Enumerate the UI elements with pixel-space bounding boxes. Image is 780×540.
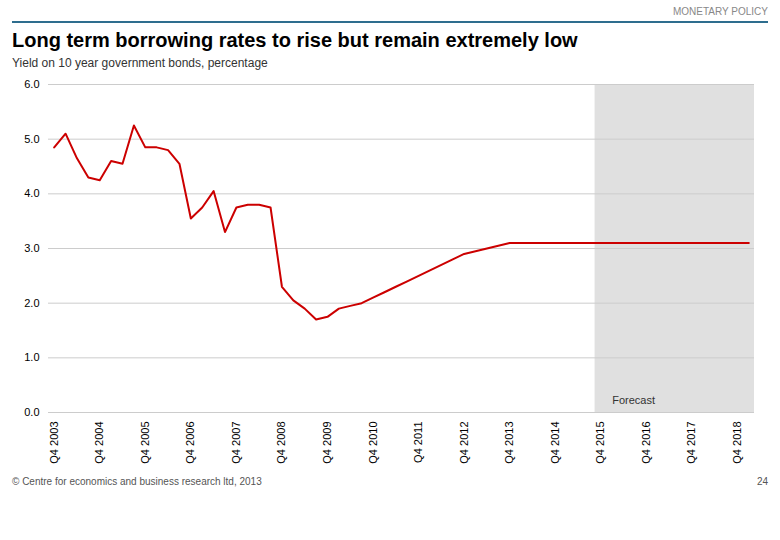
svg-text:Q4 2014: Q4 2014 — [549, 422, 561, 464]
html-text:© Centre for economics and bus: © Centre for economics and business rese… — [12, 476, 262, 487]
svg-text:6.0: 6.0 — [24, 78, 39, 90]
svg-text:0.0: 0.0 — [24, 406, 39, 418]
svg-text:Q4 2004: Q4 2004 — [93, 422, 105, 464]
svg-text:Q4 2010: Q4 2010 — [367, 422, 379, 464]
svg-text:Q4 2011: Q4 2011 — [412, 422, 424, 463]
svg-text:2.0: 2.0 — [24, 297, 39, 309]
html-text:24: 24 — [756, 476, 768, 487]
html-text:Yield on 10 year government bo: Yield on 10 year government bonds, perce… — [12, 56, 268, 70]
svg-text:Q4 2013: Q4 2013 — [503, 422, 515, 464]
svg-text:4.0: 4.0 — [24, 187, 39, 199]
svg-text:Q4 2006: Q4 2006 — [184, 422, 196, 464]
svg-text:Q4 2018: Q4 2018 — [731, 422, 743, 464]
svg-text:Forecast: Forecast — [612, 394, 655, 406]
svg-text:Q4 2012: Q4 2012 — [458, 422, 470, 464]
svg-text:Q4 2003: Q4 2003 — [48, 422, 60, 464]
svg-text:Q4 2016: Q4 2016 — [640, 422, 652, 464]
html-text:MONETARY POLICY: MONETARY POLICY — [673, 6, 768, 17]
svg-text:5.0: 5.0 — [24, 133, 39, 145]
html-text:Long term borrowing rates to r: Long term borrowing rates to rise but re… — [12, 29, 578, 51]
svg-text:Q4 2009: Q4 2009 — [321, 422, 333, 464]
svg-text:3.0: 3.0 — [24, 242, 39, 254]
svg-text:Q4 2007: Q4 2007 — [230, 422, 242, 464]
svg-text:Q4 2005: Q4 2005 — [139, 422, 151, 464]
svg-text:1.0: 1.0 — [24, 351, 39, 363]
svg-text:Q4 2008: Q4 2008 — [275, 422, 287, 464]
svg-text:Q4 2017: Q4 2017 — [685, 422, 697, 464]
svg-text:Q4 2015: Q4 2015 — [594, 422, 606, 464]
